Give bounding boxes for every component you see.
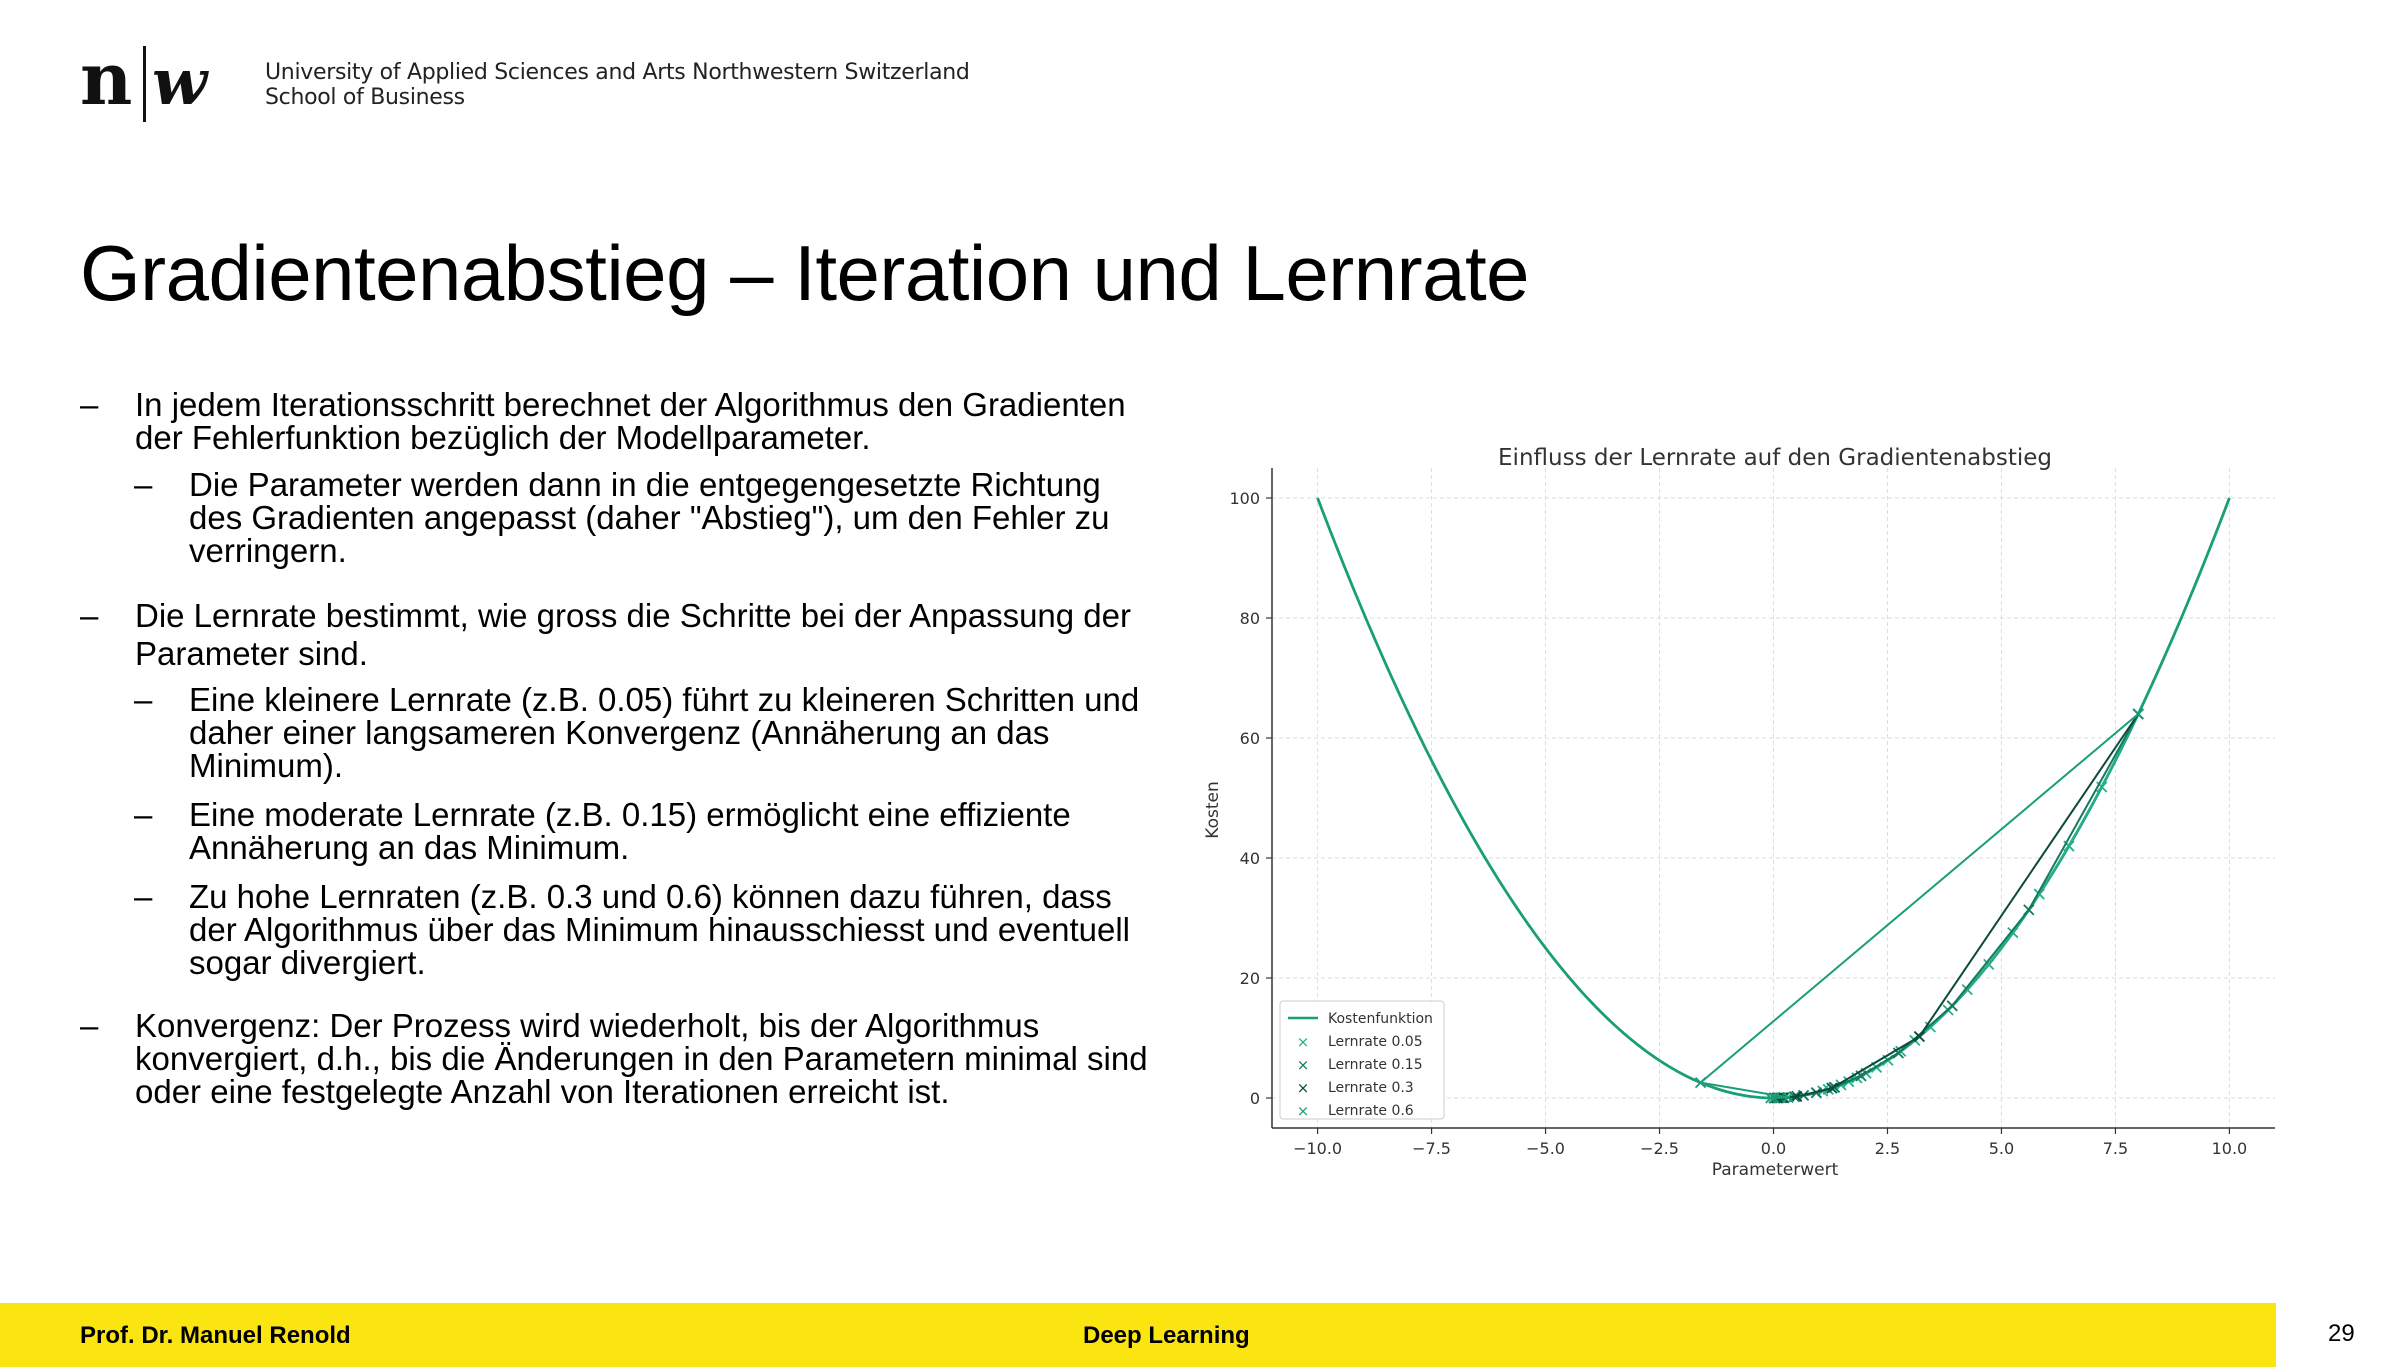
series-3 — [1694, 708, 2144, 1104]
y-tick-label: 60 — [1240, 729, 1260, 748]
step-marker — [1983, 958, 1995, 970]
x-tick-label: −10.0 — [1293, 1139, 1342, 1158]
learning-rate-chart: Einfluss der Lernrate auf den Gradienten… — [1203, 445, 2275, 1180]
chart-grid — [1272, 468, 2275, 1128]
series-1 — [1772, 708, 2144, 1104]
legend-box — [1279, 1000, 1445, 1120]
bullet-text: Zu hohe Lernraten (z.B. 0.3 und 0.6) kön… — [189, 878, 1130, 981]
y-tick-label: 80 — [1240, 609, 1260, 628]
step-marker — [1892, 1047, 1905, 1059]
bullet-text: Konvergenz: Der Prozess wird wiederholt,… — [135, 1007, 1148, 1110]
x-tick-label: 5.0 — [1989, 1139, 2014, 1158]
legend-label-lr-03: Lernrate 0.3 — [1328, 1080, 1414, 1096]
step-marker — [2132, 708, 2144, 720]
trajectory-line — [1778, 713, 2140, 1099]
y-tick-label: 20 — [1240, 969, 1260, 988]
step-marker — [1782, 1091, 1794, 1104]
institution-line-1: University of Applied Sciences and Arts … — [265, 60, 970, 85]
legend-label-lr-005: Lernrate 0.05 — [1328, 1034, 1423, 1050]
legend-marker-lr-03: × — [1297, 1079, 1310, 1097]
x-tick-label: −5.0 — [1526, 1139, 1565, 1158]
bullet-1: – In jedem Iterationsschritt berechnet de… — [80, 388, 1160, 454]
nw-logo: n w — [80, 38, 209, 122]
bullet-7: – Konvergenz: Der Prozess wird wiederholt… — [80, 1009, 1160, 1108]
bullet-dash: – — [134, 796, 153, 833]
y-tick-label: 100 — [1229, 489, 1260, 508]
series-0 — [1817, 708, 2144, 1097]
step-marker — [1694, 1077, 1707, 1089]
step-marker — [1768, 1092, 1780, 1104]
bullet-text: Eine moderate Lernrate (z.B. 0.15) ermög… — [189, 796, 1071, 866]
y-tick-label: 0 — [1250, 1089, 1260, 1108]
footer-bar: Prof. Dr. Manuel Renold Deep Learning — [0, 1303, 2276, 1367]
legend-marker-lr-005: × — [1297, 1033, 1310, 1051]
bullet-dash: – — [134, 466, 153, 503]
svg-text:w: w — [152, 45, 209, 120]
footer-course: Deep Learning — [1083, 1322, 1250, 1349]
bullet-text: In jedem Iterationsschritt berechnet der… — [135, 386, 1126, 456]
step-marker — [1961, 983, 1973, 996]
bullet-dash: – — [80, 1007, 99, 1044]
x-axis-label: Parameterwert — [1712, 1160, 1839, 1180]
bullet-2: – Die Parameter werden dann in die entgeg… — [134, 468, 1160, 567]
page-number: 29 — [2328, 1320, 2355, 1347]
step-marker — [1913, 1030, 1926, 1043]
x-tick-label: 10.0 — [2212, 1139, 2248, 1158]
legend-label-lr-015: Lernrate 0.15 — [1328, 1057, 1423, 1073]
trajectory-line — [1774, 713, 2140, 1099]
chart-ticks: −10.0 −7.5 −5.0 −2.5 0.0 2.5 5.0 7.5 10.0 0 20 40 60… — [1229, 489, 2247, 1158]
slide-title: Gradientenabstieg – Iteration und Lernra… — [80, 229, 1530, 317]
x-tick-label: −7.5 — [1412, 1139, 1451, 1158]
svg-text:n: n — [80, 38, 132, 121]
legend-marker-lr-015: × — [1297, 1056, 1310, 1074]
step-marker — [1765, 1092, 1777, 1104]
bullet-list: – In jedem Iterationsschritt berechnet de… — [80, 388, 1160, 1108]
x-tick-label: 2.5 — [1875, 1139, 1900, 1158]
x-tick-label: 7.5 — [2103, 1139, 2128, 1158]
bullet-5: – Eine moderate Lernrate (z.B. 0.15) ermö… — [134, 798, 1160, 864]
bullet-text: Die Lernrate bestimmt, wie gross die Sch… — [135, 597, 1131, 672]
y-tick-label: 40 — [1240, 849, 1260, 868]
bullet-dash: – — [80, 597, 99, 634]
chart-title: Einfluss der Lernrate auf den Gradienten… — [1498, 445, 2052, 471]
footer-author: Prof. Dr. Manuel Renold — [80, 1322, 351, 1349]
step-marker — [1946, 1000, 1958, 1012]
institution-name: University of Applied Sciences and Arts … — [265, 60, 970, 110]
x-tick-label: −2.5 — [1640, 1139, 1679, 1158]
step-marker — [1826, 1082, 1838, 1094]
trajectory-line — [1698, 713, 2139, 1099]
bullet-6: – Zu hohe Lernraten (z.B. 0.3 und 0.6) kö… — [134, 880, 1160, 979]
legend-label-lr-06: Lernrate 0.6 — [1328, 1103, 1414, 1119]
chart-plot-area — [1316, 497, 2231, 1104]
bullet-text: Eine kleinere Lernrate (z.B. 0.05) führt… — [189, 681, 1140, 784]
trajectory-line — [1822, 713, 2140, 1092]
bullet-dash: – — [134, 681, 153, 718]
bullet-4: – Eine kleinere Lernrate (z.B. 0.05) führ… — [134, 683, 1160, 782]
y-axis-label: Kosten — [1203, 781, 1223, 838]
legend-label-kostenfunktion: Kostenfunktion — [1328, 1011, 1433, 1027]
series-2 — [1769, 708, 2144, 1104]
bullet-3: – Die Lernrate bestimmt, wie gross die Sc… — [80, 597, 1160, 673]
institution-line-2: School of Business — [265, 85, 465, 110]
step-marker — [2007, 926, 2019, 939]
legend-marker-lr-06: × — [1297, 1102, 1310, 1120]
bullet-dash: – — [80, 386, 99, 423]
x-tick-label: 0.0 — [1761, 1139, 1786, 1158]
bullet-dash: – — [134, 878, 153, 915]
step-marker — [2023, 904, 2035, 916]
chart-legend: Kostenfunktion × Lernrate 0.05 × Lernrat… — [1279, 1000, 1445, 1120]
bullet-text: Die Parameter werden dann in die entgege… — [189, 466, 1110, 569]
